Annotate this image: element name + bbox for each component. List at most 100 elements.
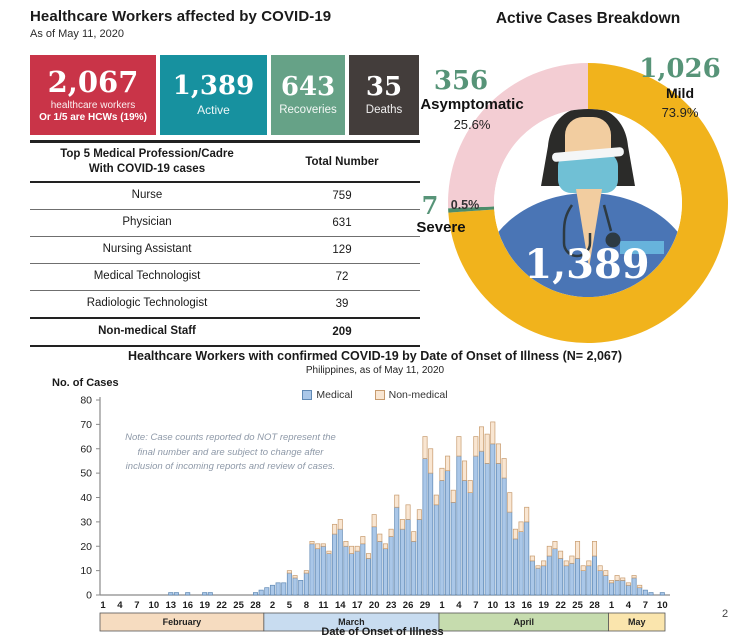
mild-percent: 73.9% bbox=[661, 105, 699, 120]
medical-legend-swatch bbox=[302, 390, 313, 400]
severe-percent: 0.5% bbox=[450, 198, 480, 212]
svg-text:30: 30 bbox=[80, 516, 92, 528]
svg-text:1: 1 bbox=[439, 600, 445, 611]
svg-text:16: 16 bbox=[182, 600, 193, 611]
svg-text:7: 7 bbox=[473, 600, 478, 611]
svg-text:13: 13 bbox=[505, 600, 516, 611]
svg-text:1: 1 bbox=[609, 600, 615, 611]
svg-text:10: 10 bbox=[488, 600, 499, 611]
table-row: Nursing Assistant 129 bbox=[30, 237, 420, 264]
donut-title: Active Cases Breakdown bbox=[495, 10, 681, 27]
stat-card-deaths-value: 35 bbox=[365, 71, 403, 102]
legend-item-medical: Medical bbox=[302, 389, 353, 401]
svg-text:2: 2 bbox=[270, 600, 275, 611]
svg-text:May: May bbox=[628, 617, 646, 627]
svg-text:20: 20 bbox=[369, 600, 380, 611]
stethoscope-chestpiece bbox=[605, 232, 621, 248]
stat-card-active-value: 1,389 bbox=[172, 70, 255, 101]
svg-text:80: 80 bbox=[80, 395, 92, 407]
worker-pocket bbox=[620, 241, 664, 254]
table-row: Radiologic Technologist 39 bbox=[30, 291, 420, 319]
nonmedical-legend-label: Non-medical bbox=[388, 389, 448, 401]
svg-text:40: 40 bbox=[80, 492, 92, 504]
svg-text:0: 0 bbox=[86, 590, 92, 602]
svg-text:26: 26 bbox=[403, 600, 414, 611]
stat-card-active: 1,389 Active bbox=[160, 55, 267, 135]
svg-text:28: 28 bbox=[250, 600, 261, 611]
svg-text:13: 13 bbox=[166, 600, 177, 611]
table-row: Nurse 759 bbox=[30, 183, 420, 210]
stat-card-total: 2,067 healthcare workers Or 1/5 are HCWs… bbox=[30, 55, 156, 135]
svg-text:17: 17 bbox=[352, 600, 363, 611]
svg-text:28: 28 bbox=[589, 600, 600, 611]
mild-count: 1,026 bbox=[639, 54, 721, 84]
svg-text:60: 60 bbox=[80, 443, 92, 455]
stat-card-deaths-label: Deaths bbox=[365, 104, 403, 117]
nonmedical-legend-swatch bbox=[374, 390, 385, 400]
active-cases-donut: 1,389 bbox=[448, 63, 728, 343]
svg-text:22: 22 bbox=[555, 600, 566, 611]
stat-card-active-label: Active bbox=[197, 103, 230, 118]
svg-text:22: 22 bbox=[216, 600, 227, 611]
stat-card-deaths: 35 Deaths bbox=[349, 55, 419, 135]
stethoscope-tube bbox=[562, 204, 592, 258]
mild-label: Mild bbox=[666, 85, 694, 101]
healthcare-worker-illustration bbox=[494, 109, 682, 297]
svg-text:10: 10 bbox=[657, 600, 668, 611]
svg-text:4: 4 bbox=[117, 600, 123, 611]
svg-text:1: 1 bbox=[100, 600, 106, 611]
table-row: Non-medical Staff 209 bbox=[30, 319, 420, 347]
svg-text:4: 4 bbox=[626, 600, 632, 611]
profession-table: Top 5 Medical Profession/Cadre With COVID… bbox=[30, 140, 420, 347]
svg-text:19: 19 bbox=[199, 600, 210, 611]
svg-text:8: 8 bbox=[304, 600, 309, 611]
svg-text:25: 25 bbox=[572, 600, 583, 611]
left-panel-title: Healthcare Workers affected by COVID-19 bbox=[30, 8, 332, 25]
svg-text:16: 16 bbox=[521, 600, 532, 611]
worker-neck bbox=[576, 189, 602, 268]
stat-card-recoveries-label: Recoveries bbox=[279, 104, 337, 117]
stat-card-total-value: 2,067 bbox=[47, 64, 139, 99]
stat-card-total-sublabel: Or 1/5 are HCWs (19%) bbox=[39, 112, 147, 124]
svg-text:April: April bbox=[513, 617, 534, 627]
svg-text:19: 19 bbox=[538, 600, 549, 611]
bar-chart-subtitle: Philippines, as of May 11, 2020 bbox=[305, 365, 445, 376]
svg-text:March: March bbox=[338, 617, 365, 627]
stat-cards: 2,067 healthcare workers Or 1/5 are HCWs… bbox=[30, 55, 420, 135]
svg-text:7: 7 bbox=[643, 600, 648, 611]
x-axis-label: Date of Onset of Illness bbox=[321, 626, 444, 638]
donut-center-value: 1,389 bbox=[524, 241, 649, 288]
svg-text:23: 23 bbox=[386, 600, 397, 611]
svg-text:11: 11 bbox=[318, 600, 329, 611]
svg-text:10: 10 bbox=[149, 600, 160, 611]
table-row: Medical Technologist 72 bbox=[30, 264, 420, 291]
chart-note: Note: Case counts reported do NOT repres… bbox=[125, 432, 336, 473]
donut-segments bbox=[448, 63, 728, 343]
svg-text:4: 4 bbox=[456, 600, 462, 611]
asymptomatic-label: Asymptomatic bbox=[420, 96, 524, 113]
medical-legend-label: Medical bbox=[316, 389, 353, 401]
y-axis-label: No. of Cases bbox=[52, 377, 119, 389]
svg-text:20: 20 bbox=[80, 541, 92, 553]
asymptomatic-percent: 25.6% bbox=[453, 117, 491, 132]
stat-card-recoveries-value: 643 bbox=[280, 71, 336, 102]
stat-card-recoveries: 643 Recoveries bbox=[271, 55, 345, 135]
legend-item-nonmedical: Non-medical bbox=[374, 389, 448, 401]
svg-text:February: February bbox=[163, 617, 202, 627]
svg-text:7: 7 bbox=[134, 600, 139, 611]
chart-legend: Medical Non-medical bbox=[0, 389, 750, 401]
svg-text:14: 14 bbox=[335, 600, 346, 611]
left-panel-subtitle: As of May 11, 2020 bbox=[30, 28, 124, 40]
svg-text:50: 50 bbox=[80, 468, 92, 480]
table-row: Physician 631 bbox=[30, 210, 420, 237]
svg-text:5: 5 bbox=[287, 600, 293, 611]
bar-chart-title: Healthcare Workers with confirmed COVID-… bbox=[127, 349, 622, 363]
worker-body bbox=[494, 193, 682, 297]
severe-label: Severe bbox=[416, 219, 466, 236]
svg-text:29: 29 bbox=[420, 600, 431, 611]
page-number: 2 bbox=[722, 608, 729, 620]
svg-text:10: 10 bbox=[80, 565, 92, 577]
stat-card-total-label: healthcare workers bbox=[50, 100, 136, 112]
